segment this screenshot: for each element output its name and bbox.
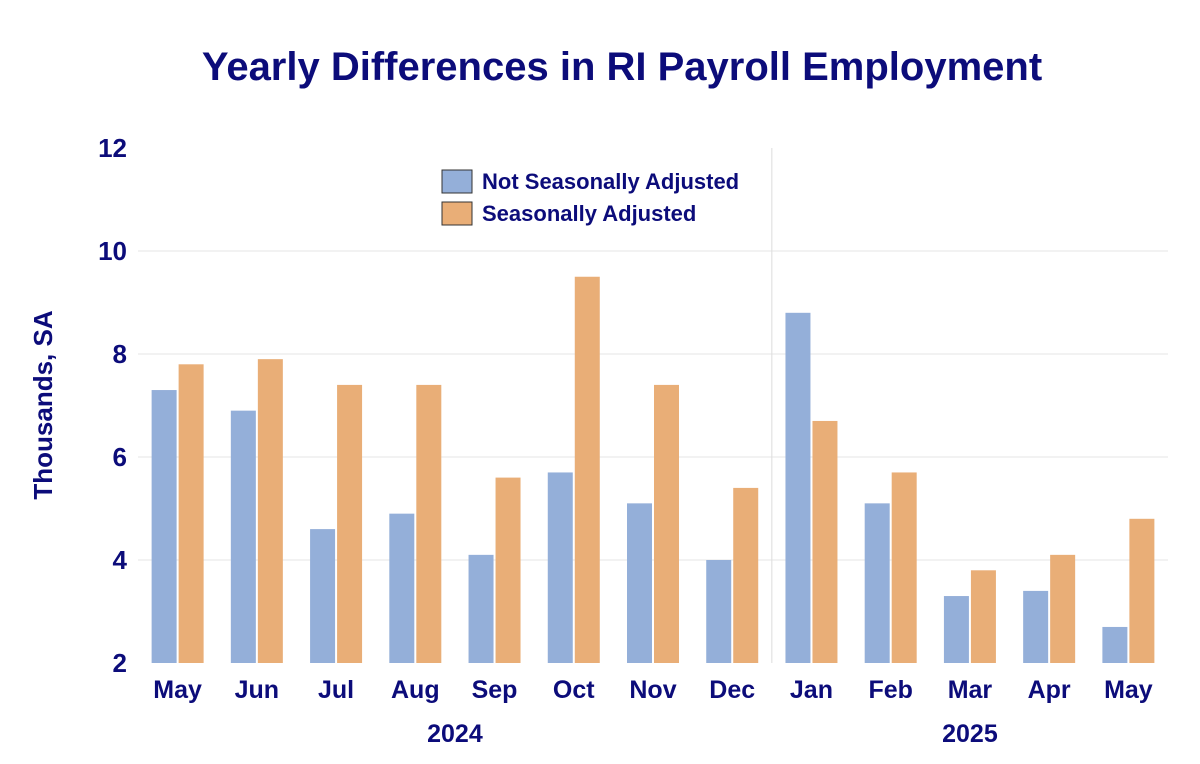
- x-tick-9: Feb: [868, 676, 912, 704]
- bar-seasonally-adjusted-7: [733, 487, 759, 663]
- chart-title: Yearly Differences in RI Payroll Employm…: [202, 45, 1042, 89]
- bar-not-seasonally-adjusted-11: [1023, 590, 1049, 663]
- x-tick-6: Nov: [629, 676, 676, 704]
- bar-seasonally-adjusted-2: [337, 384, 363, 663]
- year-label-2024: 2024: [427, 720, 483, 748]
- bar-seasonally-adjusted-5: [574, 276, 600, 663]
- bar-seasonally-adjusted-11: [1050, 554, 1076, 663]
- x-tick-8: Jan: [790, 676, 833, 704]
- x-tick-2: Jul: [318, 676, 354, 704]
- bar-seasonally-adjusted-1: [257, 359, 283, 663]
- bar-not-seasonally-adjusted-3: [389, 513, 415, 663]
- y-tick-12: 12: [98, 133, 127, 163]
- y-tick-2: 2: [113, 648, 127, 678]
- x-tick-labels: May Jun Jul Aug Sep Oct Nov Dec Jan Feb Mar Apr May: [153, 676, 1152, 704]
- legend-label-not-seasonally-adjusted: Not Seasonally Adjusted: [482, 169, 739, 194]
- legend-label-seasonally-adjusted: Seasonally Adjusted: [482, 201, 696, 226]
- x-tick-7: Dec: [709, 676, 755, 704]
- x-tick-11: Apr: [1028, 676, 1071, 704]
- bar-not-seasonally-adjusted-0: [151, 390, 177, 663]
- y-tick-labels: 2 4 6 8 10 12: [98, 133, 127, 678]
- bar-not-seasonally-adjusted-12: [1102, 626, 1128, 663]
- bar-not-seasonally-adjusted-8: [785, 312, 811, 663]
- x-tick-5: Oct: [553, 676, 595, 704]
- y-axis-label: Thousands, SA: [28, 310, 58, 499]
- year-label-2025: 2025: [942, 720, 998, 748]
- bar-not-seasonally-adjusted-1: [230, 410, 256, 663]
- year-labels: 2024 2025: [427, 720, 998, 748]
- bar-not-seasonally-adjusted-9: [864, 503, 890, 663]
- bar-not-seasonally-adjusted-4: [468, 554, 494, 663]
- bar-not-seasonally-adjusted-6: [627, 503, 652, 663]
- y-tick-8: 8: [113, 339, 127, 369]
- bar-seasonally-adjusted-6: [654, 384, 679, 663]
- bar-seasonally-adjusted-3: [416, 384, 442, 663]
- x-tick-0: May: [153, 676, 202, 704]
- legend-swatch-seasonally-adjusted: [441, 201, 473, 226]
- grid-lines: [138, 250, 1168, 561]
- x-tick-4: Sep: [472, 676, 518, 704]
- bar-not-seasonally-adjusted-7: [706, 560, 732, 663]
- bar-not-seasonally-adjusted-10: [943, 596, 969, 663]
- y-tick-6: 6: [113, 442, 127, 472]
- x-tick-3: Aug: [391, 676, 440, 704]
- bar-not-seasonally-adjusted-2: [310, 529, 336, 663]
- bar-not-seasonally-adjusted-5: [547, 472, 573, 663]
- y-tick-4: 4: [113, 545, 128, 575]
- bar-seasonally-adjusted-4: [495, 477, 521, 663]
- bar-seasonally-adjusted-12: [1129, 518, 1155, 663]
- x-tick-1: Jun: [235, 676, 279, 704]
- x-tick-10: Mar: [948, 676, 993, 704]
- bars-layer: [151, 276, 1155, 663]
- bar-seasonally-adjusted-9: [891, 472, 917, 663]
- bar-seasonally-adjusted-8: [812, 420, 838, 663]
- y-tick-10: 10: [98, 236, 127, 266]
- x-tick-12: May: [1104, 676, 1153, 704]
- bar-seasonally-adjusted-10: [970, 570, 996, 663]
- bar-seasonally-adjusted-0: [178, 364, 204, 663]
- legend-swatch-not-seasonally-adjusted: [441, 169, 473, 194]
- legend: Not Seasonally Adjusted Seasonally Adjus…: [441, 169, 739, 226]
